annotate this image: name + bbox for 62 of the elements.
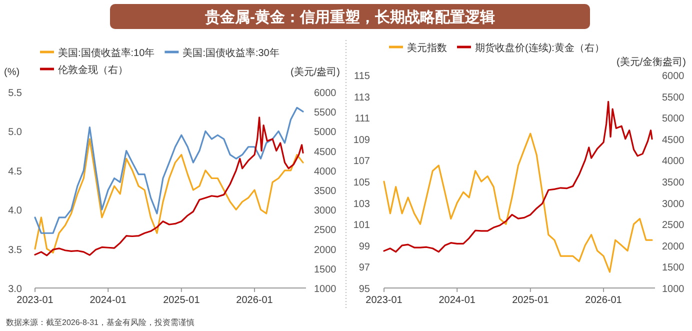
y2-axis-title: (美元/盎司) [290, 66, 340, 78]
y2-tick-label: 5500 [314, 108, 337, 119]
x-tick-label: 2024-01 [438, 295, 476, 306]
y2-axis-title: (美元/金衡盎司) [616, 56, 686, 68]
x-tick-label: 2024-01 [90, 295, 127, 306]
y-tick-label: 115 [354, 71, 370, 82]
y2-tick-label: 2000 [662, 241, 685, 252]
y2-tick-label: 1000 [662, 284, 685, 295]
y-tick-label: 3.0 [8, 284, 22, 295]
y2-tick-label: 4000 [314, 166, 337, 178]
y-axis-title: (%) [4, 67, 20, 78]
y-tick-label: 101 [353, 220, 370, 232]
y-tick-label: 99 [358, 241, 370, 252]
y-tick-label: 3.5 [8, 244, 22, 256]
line-series [34, 138, 304, 254]
y2-tick-label: 2500 [314, 225, 337, 236]
y-tick-label: 97 [358, 262, 370, 274]
y-tick-label: 105 [353, 178, 370, 188]
y2-tick-label: 4500 [662, 134, 685, 146]
y2-tick-label: 3000 [314, 206, 337, 217]
y2-tick-label: 2000 [314, 244, 337, 256]
source-note: 数据来源：截至2026-8-31，基金有风险，投资需谨慎 [6, 318, 194, 327]
y2-tick-label: 5500 [662, 92, 685, 104]
y2-tick-label: 6000 [314, 88, 337, 99]
legend-label: 美元指数 [407, 42, 447, 54]
y2-tick-label: 1500 [314, 264, 337, 276]
y-tick-label: 4.5 [8, 166, 22, 178]
y2-tick-label: 1000 [314, 284, 337, 295]
x-tick-label: 2023-01 [366, 295, 403, 306]
legend-label: 美国:国债收益率:30年 [182, 47, 280, 59]
y2-tick-label: 1500 [662, 262, 685, 274]
y2-tick-label: 5000 [314, 127, 337, 138]
y-tick-label: 109 [353, 134, 370, 146]
y-tick-label: 113 [354, 92, 370, 104]
y2-tick-label: 5000 [662, 114, 685, 125]
x-tick-label: 2026-01 [236, 295, 274, 306]
x-tick-label: 2023-01 [16, 295, 54, 306]
line-series [34, 116, 304, 256]
y2-tick-label: 2500 [662, 220, 685, 232]
y2-tick-label: 3500 [314, 186, 337, 197]
line-series [383, 100, 653, 253]
x-tick-label: 2026-01 [585, 295, 622, 306]
legend-label: 期货收盘价(连续):黄金（右） [475, 42, 604, 54]
y2-tick-label: 6000 [662, 71, 685, 82]
y-tick-label: 4.0 [8, 206, 22, 217]
y-tick-label: 111 [354, 114, 370, 125]
y2-tick-label: 3000 [662, 198, 685, 210]
text: 贵金属-黄金：信用重塑，长期战略配置逻辑 [204, 8, 495, 26]
x-tick-label: 2025-01 [163, 295, 200, 306]
y-tick-label: 103 [353, 198, 370, 210]
legend-label: 伦敦金现（右） [58, 64, 128, 76]
y-tick-label: 95 [358, 284, 370, 295]
y2-tick-label: 4500 [314, 146, 337, 158]
line-series [383, 132, 653, 273]
y-tick-label: 5.0 [8, 127, 22, 138]
line-series [34, 106, 304, 234]
y2-tick-label: 4000 [662, 156, 685, 168]
y-tick-label: 5.5 [8, 88, 22, 99]
y2-tick-label: 3500 [662, 178, 685, 188]
y-tick-label: 107 [353, 156, 370, 168]
legend-label: 美国:国债收益率:10年 [58, 47, 155, 59]
x-tick-label: 2025-01 [512, 295, 550, 306]
